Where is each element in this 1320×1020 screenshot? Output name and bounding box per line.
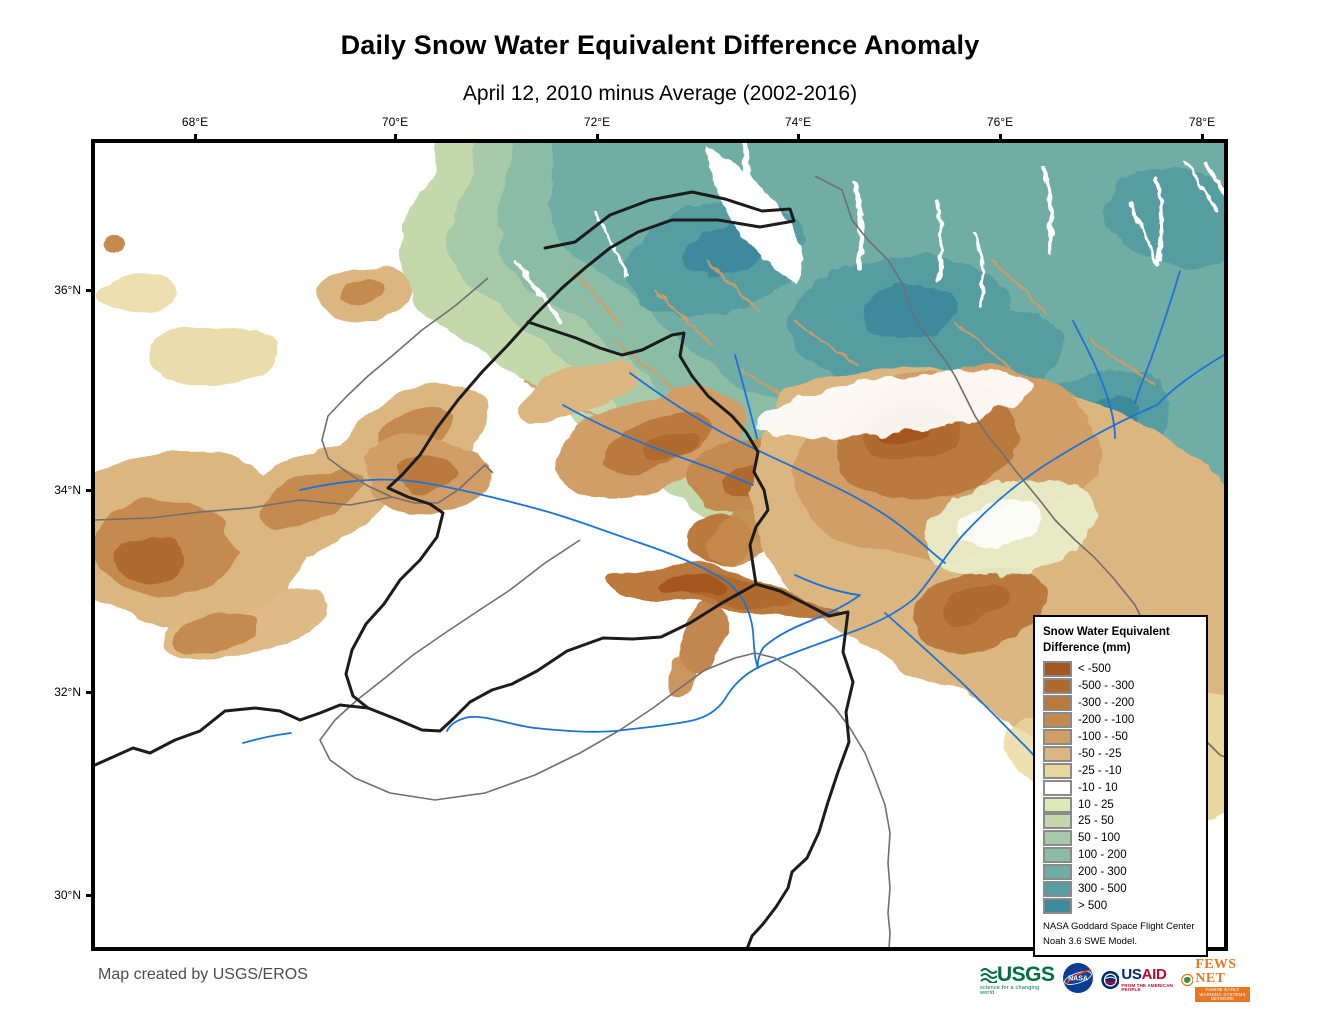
usgs-logo: USGS science for a changing world (980, 962, 1055, 996)
legend-label: 10 - 25 (1078, 798, 1114, 811)
legend-label: -100 - -50 (1078, 731, 1128, 744)
longitude-tick (596, 134, 599, 143)
legend-label: -50 - -25 (1078, 747, 1122, 760)
country-borders (95, 190, 855, 947)
legend-swatch (1043, 881, 1072, 898)
legend-entries: < -500 -500 - -300 -300 - -200 -200 - -100 -… (1043, 661, 1202, 914)
latitude-tick (86, 289, 95, 292)
usgs-wave-icon (980, 967, 997, 983)
legend-row: 25 - 50 (1043, 813, 1202, 830)
legend-swatch (1043, 762, 1072, 779)
legend-row: 50 - 100 (1043, 830, 1202, 847)
legend-swatch (1043, 897, 1072, 914)
white-ridge-detail (513, 143, 1224, 325)
legend-row: > 500 (1043, 897, 1202, 915)
legend-title: Snow Water Equivalent Difference (mm) (1043, 626, 1170, 654)
anomaly-map (95, 143, 1224, 947)
latitude-tick-label: 32°N (54, 685, 81, 699)
legend-swatch (1043, 712, 1072, 729)
svg-text:NASA: NASA (1068, 975, 1088, 982)
latitude-tick (86, 691, 95, 694)
latitude-tick-label: 30°N (54, 888, 81, 902)
longitude-tick-label: 76°E (986, 115, 1014, 129)
legend-row: < -500 (1043, 661, 1202, 678)
legend-swatch (1043, 779, 1072, 796)
latitude-tick-label: 34°N (54, 483, 81, 497)
longitude-tick-label: 72°E (583, 115, 611, 129)
longitude-tick-label: 70°E (381, 115, 409, 129)
map-legend: Snow Water Equivalent Difference (mm) < … (1033, 615, 1208, 957)
legend-row: -100 - -50 (1043, 729, 1202, 746)
longitude-tick-label: 78°E (1188, 115, 1216, 129)
nasa-logo: NASA (1062, 962, 1094, 999)
longitude-axis: 68°E 70°E 72°E 74°E 76°E 78°E (95, 115, 1224, 143)
legend-row: -25 - -10 (1043, 762, 1202, 779)
legend-label: 100 - 200 (1078, 849, 1127, 862)
legend-label: > 500 (1078, 899, 1108, 912)
legend-label: -500 - -300 (1078, 680, 1135, 693)
legend-label: 300 - 500 (1078, 883, 1127, 896)
longitude-tick (394, 134, 397, 143)
latitude-tick (86, 894, 95, 897)
legend-swatch (1043, 678, 1072, 695)
legend-row: 10 - 25 (1043, 796, 1202, 813)
map-credit: Map created by USGS/EROS (98, 966, 308, 983)
longitude-tick-label: 74°E (784, 115, 812, 129)
border-south-arm (366, 582, 758, 733)
legend-row: -200 - -100 (1043, 712, 1202, 729)
fews-globe-icon (1180, 973, 1194, 987)
legend-label: -10 - 10 (1078, 781, 1118, 794)
legend-row: 100 - 200 (1043, 847, 1202, 864)
legend-label: < -500 (1078, 663, 1111, 676)
river-kabul (299, 478, 759, 669)
legend-row: -300 - -200 (1043, 695, 1202, 712)
latitude-tick-label: 36°N (54, 283, 81, 297)
border-india-pakistan (746, 582, 855, 947)
legend-swatch (1043, 745, 1072, 762)
snowline-separation (756, 371, 1097, 577)
legend-label: -25 - -10 (1078, 764, 1122, 777)
usaid-logo: USAID FROM THE AMERICAN PEOPLE (1100, 967, 1174, 993)
legend-source: NASA Goddard Space Flight Center Noah 3.… (1043, 921, 1195, 947)
legend-swatch (1043, 695, 1072, 712)
legend-swatch (1043, 729, 1072, 746)
legend-swatch (1043, 847, 1072, 864)
page-title: Daily Snow Water Equivalent Difference A… (340, 30, 980, 60)
nasa-meatball-icon: NASA (1062, 962, 1093, 993)
legend-label: 25 - 50 (1078, 815, 1114, 828)
latitude-axis: 36°N 34°N 32°N 30°N (38, 143, 95, 947)
river-gilgit (629, 372, 946, 564)
longitude-tick (999, 134, 1002, 143)
legend-swatch (1043, 864, 1072, 881)
longitude-tick (797, 134, 800, 143)
legend-swatch (1043, 661, 1072, 678)
legend-row: -500 - -300 (1043, 678, 1202, 695)
longitude-tick (1201, 134, 1204, 143)
legend-swatch (1043, 796, 1072, 813)
legend-label: -200 - -100 (1078, 714, 1135, 727)
fews-net-logo: FEWS NET FAMINE EARLY WARNING SYSTEMS NE… (1180, 957, 1250, 1003)
legend-row: -10 - 10 (1043, 779, 1202, 796)
legend-swatch (1043, 830, 1072, 847)
page-subtitle: April 12, 2010 minus Average (2002-2016) (462, 82, 858, 105)
legend-swatch (1043, 813, 1072, 830)
legend-row: -50 - -25 (1043, 745, 1202, 762)
legend-label: 50 - 100 (1078, 832, 1121, 845)
legend-label: 200 - 300 (1078, 866, 1127, 879)
legend-row: 200 - 300 (1043, 864, 1202, 881)
usaid-seal-icon (1100, 970, 1120, 990)
agency-logos: USGS science for a changing world NASA (980, 957, 1250, 1003)
river-indus-main (446, 404, 1158, 733)
border-durand-line (95, 190, 796, 767)
legend-row: 300 - 500 (1043, 881, 1202, 898)
longitude-tick (194, 134, 197, 143)
map-canvas: Snow Water Equivalent Difference (mm) < … (95, 143, 1224, 957)
legend-label: -300 - -200 (1078, 697, 1135, 710)
longitude-tick-label: 68°E (181, 115, 209, 129)
latitude-tick (86, 489, 95, 492)
border-loc (526, 320, 770, 586)
